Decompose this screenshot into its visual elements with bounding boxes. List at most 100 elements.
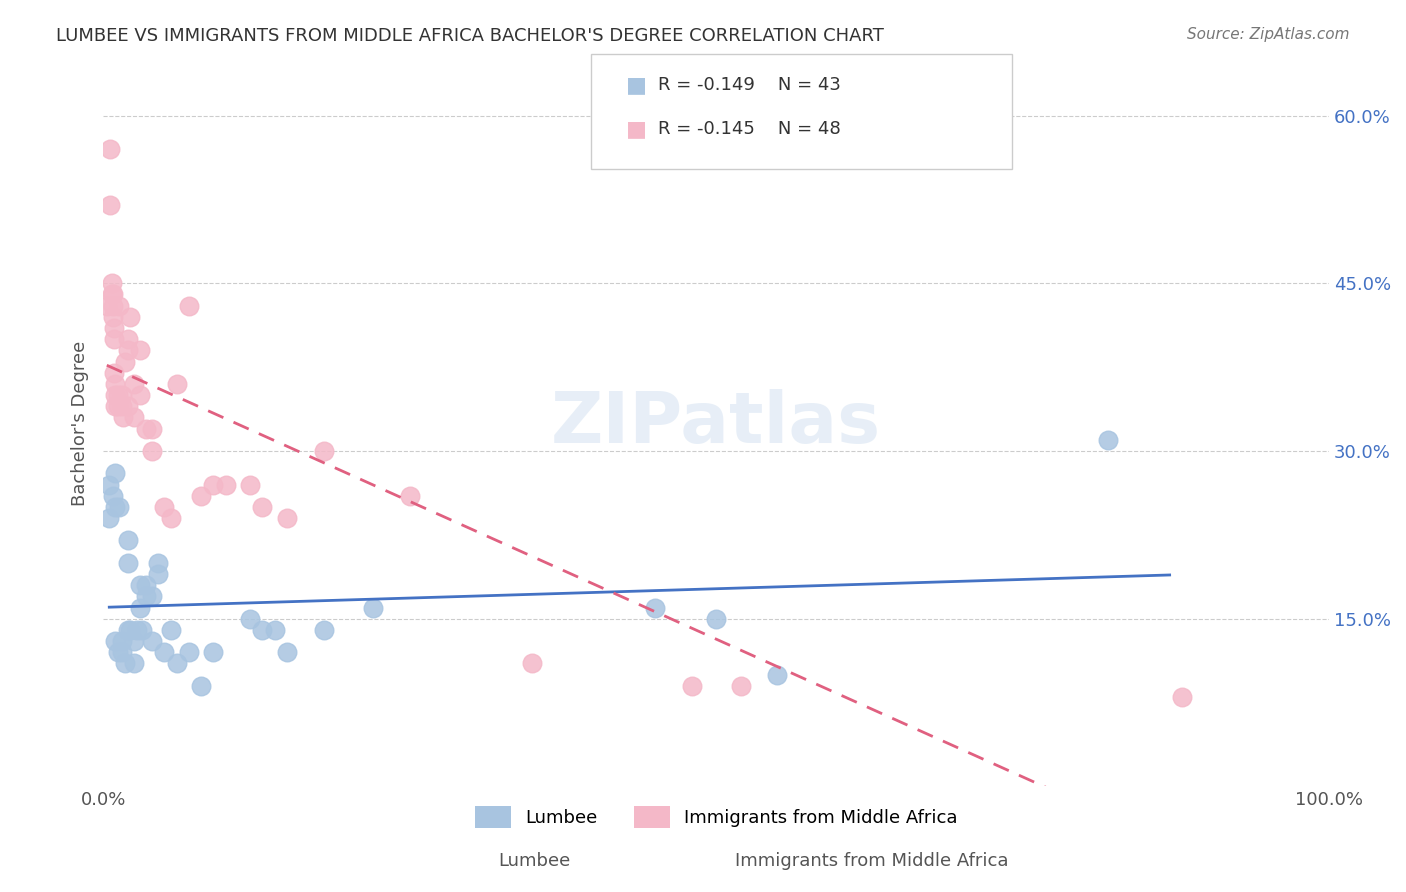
Point bbox=[120, 310, 142, 324]
Point bbox=[101, 489, 124, 503]
Point bbox=[108, 500, 131, 514]
Point bbox=[114, 657, 136, 671]
Point bbox=[239, 612, 262, 626]
Point bbox=[122, 410, 145, 425]
Point bbox=[107, 388, 129, 402]
Point bbox=[252, 623, 274, 637]
Point bbox=[100, 277, 122, 291]
Point bbox=[117, 623, 139, 637]
Point bbox=[100, 142, 122, 156]
Point bbox=[96, 299, 118, 313]
Point bbox=[276, 645, 298, 659]
Text: Immigrants from Middle Africa: Immigrants from Middle Africa bbox=[735, 852, 1008, 870]
Point bbox=[114, 354, 136, 368]
Y-axis label: Bachelor's Degree: Bachelor's Degree bbox=[72, 341, 89, 506]
Point bbox=[166, 657, 188, 671]
Point bbox=[111, 410, 134, 425]
Point bbox=[122, 657, 145, 671]
Point bbox=[108, 299, 131, 313]
Point bbox=[117, 556, 139, 570]
Point bbox=[177, 645, 200, 659]
Point bbox=[122, 634, 145, 648]
Point bbox=[312, 444, 335, 458]
Point bbox=[276, 511, 298, 525]
Point bbox=[120, 623, 142, 637]
Point bbox=[98, 511, 121, 525]
Point bbox=[104, 388, 127, 402]
Point bbox=[135, 578, 157, 592]
Text: R = -0.145    N = 48: R = -0.145 N = 48 bbox=[658, 120, 841, 138]
Point bbox=[153, 645, 176, 659]
Point bbox=[101, 287, 124, 301]
Point bbox=[100, 287, 122, 301]
Point bbox=[98, 477, 121, 491]
Text: ■: ■ bbox=[626, 120, 647, 139]
Point bbox=[104, 376, 127, 391]
Point bbox=[312, 623, 335, 637]
Point bbox=[644, 600, 666, 615]
Text: Source: ZipAtlas.com: Source: ZipAtlas.com bbox=[1187, 27, 1350, 42]
Point bbox=[141, 444, 163, 458]
Point bbox=[166, 376, 188, 391]
Point bbox=[104, 500, 127, 514]
Point bbox=[129, 600, 152, 615]
Point bbox=[190, 679, 212, 693]
Point bbox=[141, 590, 163, 604]
Point bbox=[117, 399, 139, 413]
Text: R = -0.149    N = 43: R = -0.149 N = 43 bbox=[658, 76, 841, 94]
Point bbox=[730, 679, 752, 693]
Point bbox=[129, 388, 152, 402]
Point bbox=[148, 567, 170, 582]
Point bbox=[159, 511, 181, 525]
Point bbox=[127, 623, 149, 637]
Point bbox=[110, 645, 132, 659]
Point bbox=[101, 310, 124, 324]
Point bbox=[159, 623, 181, 637]
Point bbox=[202, 645, 225, 659]
Legend: Lumbee, Immigrants from Middle Africa: Lumbee, Immigrants from Middle Africa bbox=[467, 799, 965, 836]
Point bbox=[100, 198, 122, 212]
Text: LUMBEE VS IMMIGRANTS FROM MIDDLE AFRICA BACHELOR'S DEGREE CORRELATION CHART: LUMBEE VS IMMIGRANTS FROM MIDDLE AFRICA … bbox=[56, 27, 884, 45]
Text: ZIPatlas: ZIPatlas bbox=[551, 389, 882, 458]
Point bbox=[766, 667, 789, 681]
Text: ■: ■ bbox=[626, 75, 647, 95]
Point bbox=[129, 578, 152, 592]
Point bbox=[135, 422, 157, 436]
Point bbox=[117, 343, 139, 358]
Point bbox=[398, 489, 420, 503]
Point bbox=[704, 612, 727, 626]
Point bbox=[101, 299, 124, 313]
Point bbox=[103, 321, 125, 335]
Point bbox=[202, 477, 225, 491]
Point bbox=[681, 679, 703, 693]
Point bbox=[104, 634, 127, 648]
Point bbox=[110, 399, 132, 413]
Point bbox=[131, 623, 153, 637]
Point bbox=[252, 500, 274, 514]
Point bbox=[215, 477, 238, 491]
Point bbox=[239, 477, 262, 491]
Point bbox=[103, 366, 125, 380]
Point bbox=[110, 388, 132, 402]
Point bbox=[122, 376, 145, 391]
Point bbox=[107, 399, 129, 413]
Point bbox=[129, 343, 152, 358]
Point bbox=[361, 600, 384, 615]
Text: Lumbee: Lumbee bbox=[498, 852, 571, 870]
Point bbox=[135, 590, 157, 604]
Point bbox=[110, 634, 132, 648]
Point bbox=[117, 533, 139, 548]
Point bbox=[1097, 433, 1119, 447]
Point bbox=[141, 634, 163, 648]
Point bbox=[1171, 690, 1194, 704]
Point bbox=[107, 645, 129, 659]
Point bbox=[148, 556, 170, 570]
Point bbox=[190, 489, 212, 503]
Point bbox=[153, 500, 176, 514]
Point bbox=[103, 332, 125, 346]
Point bbox=[141, 422, 163, 436]
Point bbox=[104, 399, 127, 413]
Point bbox=[263, 623, 285, 637]
Point bbox=[522, 657, 544, 671]
Point bbox=[117, 332, 139, 346]
